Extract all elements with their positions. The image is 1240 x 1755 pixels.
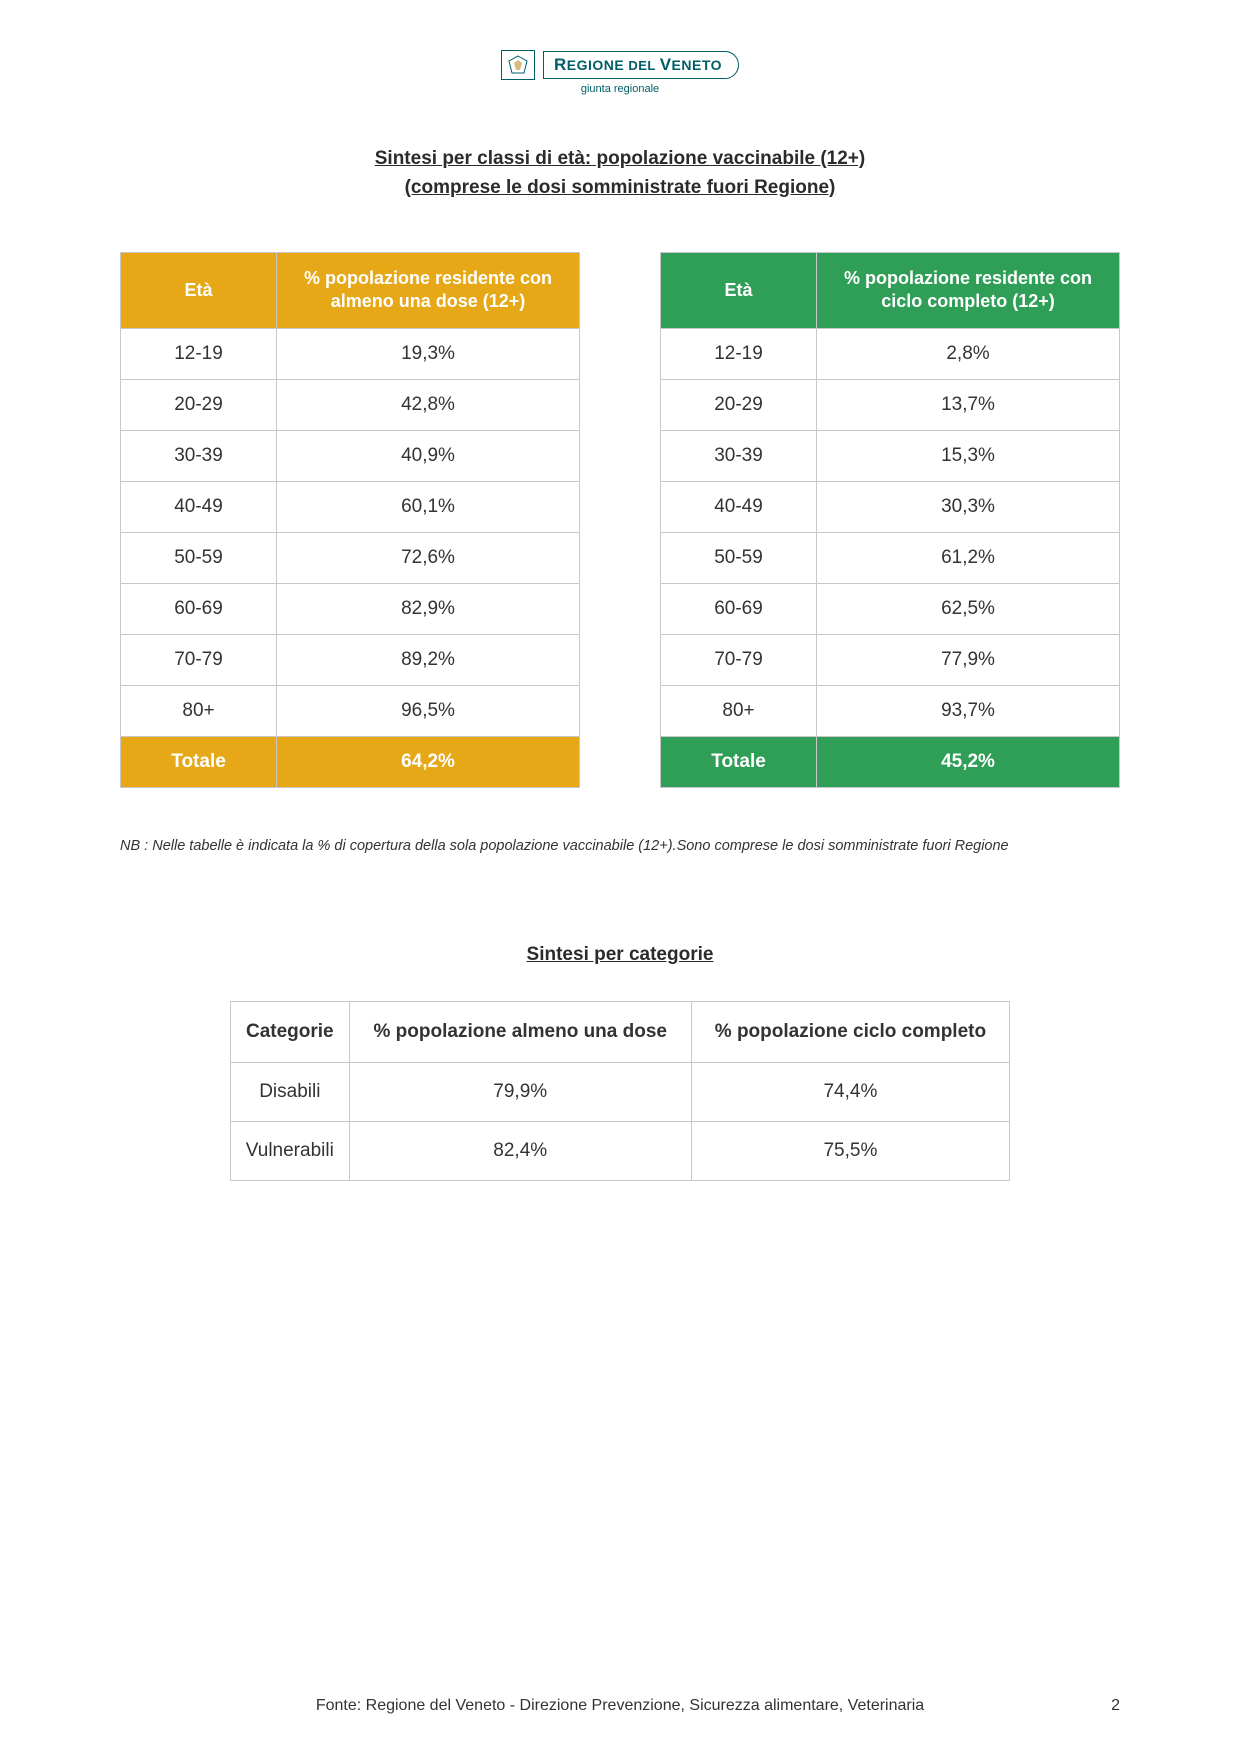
logo-subtitle: giunta regionale xyxy=(581,83,659,95)
header-logo: REGIONE DEL VENETO giunta regionale xyxy=(120,50,1120,95)
category-cell: Disabili xyxy=(231,1063,350,1122)
footer-source: Fonte: Regione del Veneto - Direzione Pr… xyxy=(160,1697,1080,1715)
table-row: 80+96,5% xyxy=(121,685,580,736)
value-cell: 19,3% xyxy=(277,328,580,379)
age-cell: 60-69 xyxy=(661,583,817,634)
table-row: 20-2913,7% xyxy=(661,379,1120,430)
value-cell: 89,2% xyxy=(277,634,580,685)
value-cell: 61,2% xyxy=(817,532,1120,583)
logo-text: REGIONE DEL VENETO xyxy=(554,55,722,74)
age-table-right-total-val: 45,2% xyxy=(817,736,1120,787)
note-text: NB : Nelle tabelle è indicata la % di co… xyxy=(120,838,1120,854)
age-cell: 80+ xyxy=(661,685,817,736)
age-cell: 40-49 xyxy=(121,481,277,532)
age-cell: 50-59 xyxy=(661,532,817,583)
value-cell: 40,9% xyxy=(277,430,580,481)
table-row: 60-6982,9% xyxy=(121,583,580,634)
age-cell: 60-69 xyxy=(121,583,277,634)
age-table-left-col1: Età xyxy=(121,253,277,329)
logo-box: REGIONE DEL VENETO xyxy=(501,50,739,80)
age-cell: 12-19 xyxy=(121,328,277,379)
section1-title-line2: (comprese le dosi somministrate fuori Re… xyxy=(405,177,836,198)
table-row: 50-5972,6% xyxy=(121,532,580,583)
cat-col3: % popolazione ciclo completo xyxy=(691,1001,1009,1063)
age-cell: 30-39 xyxy=(661,430,817,481)
section1-title-line1: Sintesi per classi di età: popolazione v… xyxy=(375,148,865,169)
value-cell: 74,4% xyxy=(691,1063,1009,1122)
age-tables-row: Età % popolazione residente con almeno u… xyxy=(120,252,1120,788)
value-cell: 79,9% xyxy=(349,1063,691,1122)
footer-page: 2 xyxy=(1080,1697,1120,1715)
age-table-left: Età % popolazione residente con almeno u… xyxy=(120,252,580,788)
logo-emblem-icon xyxy=(501,50,535,80)
value-cell: 30,3% xyxy=(817,481,1120,532)
table-row: 70-7989,2% xyxy=(121,634,580,685)
age-cell: 70-79 xyxy=(661,634,817,685)
age-cell: 12-19 xyxy=(661,328,817,379)
age-table-right-body: 12-192,8%20-2913,7%30-3915,3%40-4930,3%5… xyxy=(661,328,1120,736)
table-row: 80+93,7% xyxy=(661,685,1120,736)
age-cell: 20-29 xyxy=(121,379,277,430)
footer: Fonte: Regione del Veneto - Direzione Pr… xyxy=(120,1697,1120,1715)
age-table-right: Età % popolazione residente con ciclo co… xyxy=(660,252,1120,788)
age-table-right-col2: % popolazione residente con ciclo comple… xyxy=(817,253,1120,329)
age-cell: 70-79 xyxy=(121,634,277,685)
table-row: 50-5961,2% xyxy=(661,532,1120,583)
table-row: 20-2942,8% xyxy=(121,379,580,430)
value-cell: 82,9% xyxy=(277,583,580,634)
cat-table-body: Disabili79,9%74,4%Vulnerabili82,4%75,5% xyxy=(231,1063,1010,1181)
age-table-left-col2: % popolazione residente con almeno una d… xyxy=(277,253,580,329)
value-cell: 60,1% xyxy=(277,481,580,532)
table-row: 60-6962,5% xyxy=(661,583,1120,634)
logo-text-wrap: REGIONE DEL VENETO xyxy=(543,51,739,79)
table-row: 70-7977,9% xyxy=(661,634,1120,685)
age-cell: 80+ xyxy=(121,685,277,736)
category-cell: Vulnerabili xyxy=(231,1122,350,1181)
value-cell: 42,8% xyxy=(277,379,580,430)
table-row: Disabili79,9%74,4% xyxy=(231,1063,1010,1122)
value-cell: 72,6% xyxy=(277,532,580,583)
table-row: 40-4960,1% xyxy=(121,481,580,532)
value-cell: 15,3% xyxy=(817,430,1120,481)
table-row: 40-4930,3% xyxy=(661,481,1120,532)
category-table: Categorie % popolazione almeno una dose … xyxy=(230,1001,1010,1182)
value-cell: 96,5% xyxy=(277,685,580,736)
section1-title: Sintesi per classi di età: popolazione v… xyxy=(120,145,1120,202)
table-row: 12-192,8% xyxy=(661,328,1120,379)
age-table-right-total-label: Totale xyxy=(661,736,817,787)
age-table-left-total-val: 64,2% xyxy=(277,736,580,787)
age-cell: 40-49 xyxy=(661,481,817,532)
value-cell: 82,4% xyxy=(349,1122,691,1181)
page: REGIONE DEL VENETO giunta regionale Sint… xyxy=(0,0,1240,1755)
age-cell: 50-59 xyxy=(121,532,277,583)
value-cell: 75,5% xyxy=(691,1122,1009,1181)
table-row: Vulnerabili82,4%75,5% xyxy=(231,1122,1010,1181)
value-cell: 93,7% xyxy=(817,685,1120,736)
value-cell: 62,5% xyxy=(817,583,1120,634)
table-row: 12-1919,3% xyxy=(121,328,580,379)
cat-col1: Categorie xyxy=(231,1001,350,1063)
age-cell: 20-29 xyxy=(661,379,817,430)
age-table-right-col1: Età xyxy=(661,253,817,329)
section2-title: Sintesi per categorie xyxy=(120,944,1120,966)
age-table-left-total-label: Totale xyxy=(121,736,277,787)
age-table-left-body: 12-1919,3%20-2942,8%30-3940,9%40-4960,1%… xyxy=(121,328,580,736)
table-row: 30-3915,3% xyxy=(661,430,1120,481)
table-row: 30-3940,9% xyxy=(121,430,580,481)
value-cell: 77,9% xyxy=(817,634,1120,685)
value-cell: 2,8% xyxy=(817,328,1120,379)
cat-col2: % popolazione almeno una dose xyxy=(349,1001,691,1063)
age-cell: 30-39 xyxy=(121,430,277,481)
value-cell: 13,7% xyxy=(817,379,1120,430)
